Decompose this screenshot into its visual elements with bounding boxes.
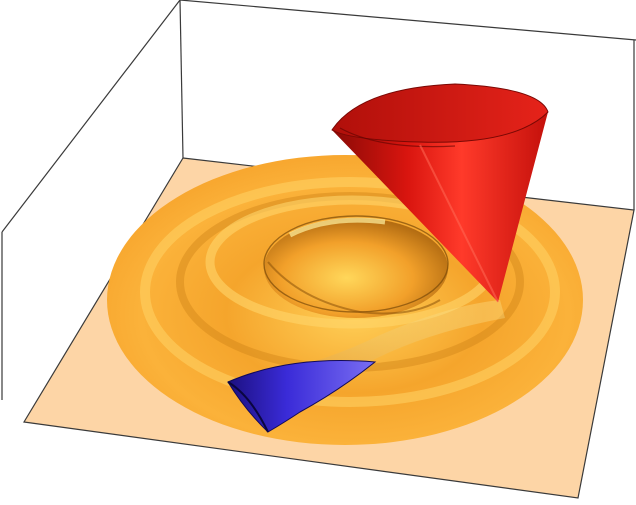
cone-opening <box>331 83 549 143</box>
blue-surface <box>227 360 377 433</box>
bounding-box-back <box>1 0 636 400</box>
blue-edge <box>227 381 269 433</box>
ripple-ring-outer <box>140 177 560 407</box>
box-edge-back-vertical <box>179 0 184 159</box>
box-edge-left-top <box>1 0 181 233</box>
plateau-highlight <box>288 217 386 238</box>
cone-highlight <box>419 144 499 303</box>
inner-plateau <box>264 218 448 318</box>
cone-rim-shadow <box>339 127 456 148</box>
red-cone <box>331 83 549 303</box>
box-edge-back-top <box>179 0 636 41</box>
blue-sheet <box>227 360 377 433</box>
plateau-shadow <box>267 261 441 315</box>
cone-body <box>332 112 548 302</box>
